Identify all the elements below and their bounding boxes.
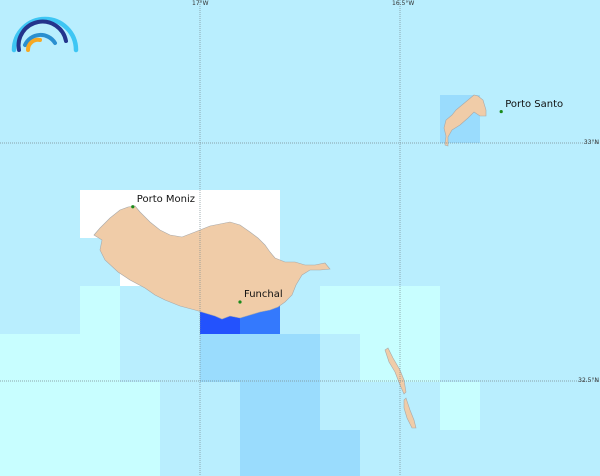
logo-arc-orange [26, 37, 42, 52]
meridian-label: 17°W [192, 0, 209, 7]
logo [11, 16, 79, 53]
place-label: Funchal [244, 288, 283, 300]
place-label: Porto Moniz [136, 193, 196, 205]
place-markers [131, 109, 503, 304]
logo-arc-blue [23, 32, 57, 47]
place-label: Porto Santo [505, 98, 564, 110]
grid-cell [440, 382, 480, 430]
grid-cell [80, 286, 120, 334]
grid-cell [200, 334, 320, 382]
grid-cell [0, 334, 120, 382]
logo-arc-navy [16, 19, 68, 52]
place-marker[interactable] [238, 300, 242, 304]
grid-cell [240, 382, 320, 476]
meridian-label: 16.5°W [392, 0, 415, 7]
grid-cell [320, 430, 360, 476]
grid-cell [0, 382, 160, 476]
island-bugio[interactable] [403, 397, 417, 429]
parallel-label: 33°N [583, 139, 599, 146]
grid-cell [320, 286, 440, 334]
place-marker[interactable] [499, 109, 503, 114]
island-deserta-grande[interactable] [384, 347, 407, 395]
logo-arc-outer [11, 16, 79, 53]
place-marker[interactable] [131, 205, 135, 209]
island-madeira[interactable] [93, 205, 331, 320]
land [93, 94, 487, 429]
parallel-label: 32.5°N [578, 377, 599, 384]
